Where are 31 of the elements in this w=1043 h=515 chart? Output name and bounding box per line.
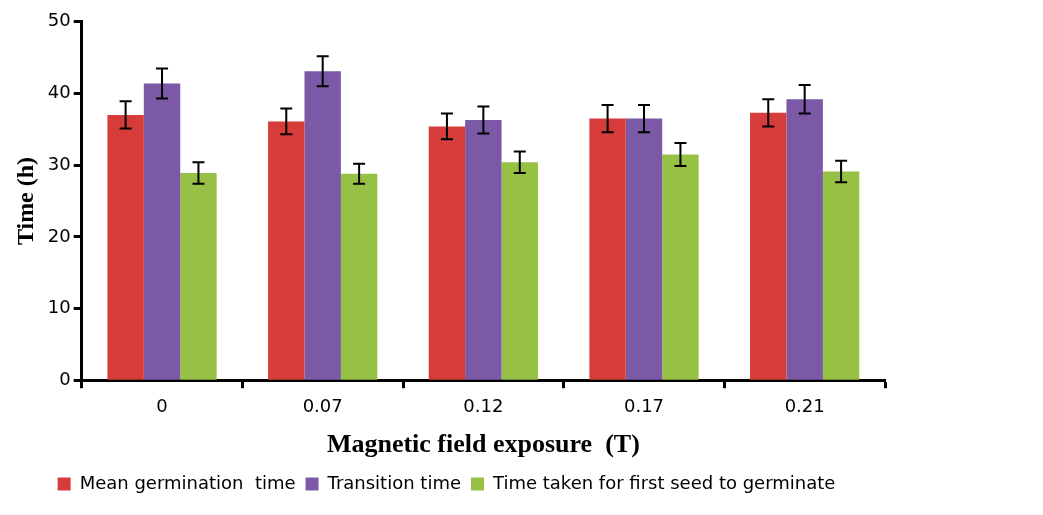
bar	[625, 118, 663, 380]
x-axis-title: Magnetic field exposure (T)	[326, 429, 640, 459]
bar	[501, 162, 538, 380]
y-axis-title: Time (h)	[11, 156, 38, 246]
bar	[340, 173, 378, 380]
y-tick-label: 20	[47, 224, 71, 246]
bar	[428, 126, 466, 380]
bar	[180, 173, 217, 380]
bar	[268, 121, 305, 380]
bar	[786, 99, 823, 380]
bar	[589, 118, 626, 380]
x-tick-label: 0.17	[623, 394, 665, 416]
y-tick-label: 40	[47, 81, 71, 103]
bar	[107, 114, 144, 380]
x-tick-label: 0.07	[302, 394, 343, 416]
y-tick-label: 30	[47, 152, 71, 174]
legend-label: Mean germination time	[79, 471, 296, 493]
y-tick-label: 50	[47, 9, 71, 31]
bar	[822, 171, 860, 380]
bar	[304, 71, 341, 380]
legend-label: Time taken for first seed to germinate	[491, 471, 836, 493]
x-tick-label: 0.21	[784, 394, 825, 416]
bar	[750, 112, 787, 380]
y-tick-label: 10	[47, 296, 71, 318]
bar	[143, 83, 181, 380]
x-tick-label: 0	[156, 394, 168, 416]
x-tick-label: 0.12	[463, 394, 504, 416]
bar	[662, 154, 699, 380]
bar	[465, 120, 502, 380]
legend-label: Transition time	[326, 471, 461, 493]
y-tick-label: 0	[59, 367, 71, 389]
